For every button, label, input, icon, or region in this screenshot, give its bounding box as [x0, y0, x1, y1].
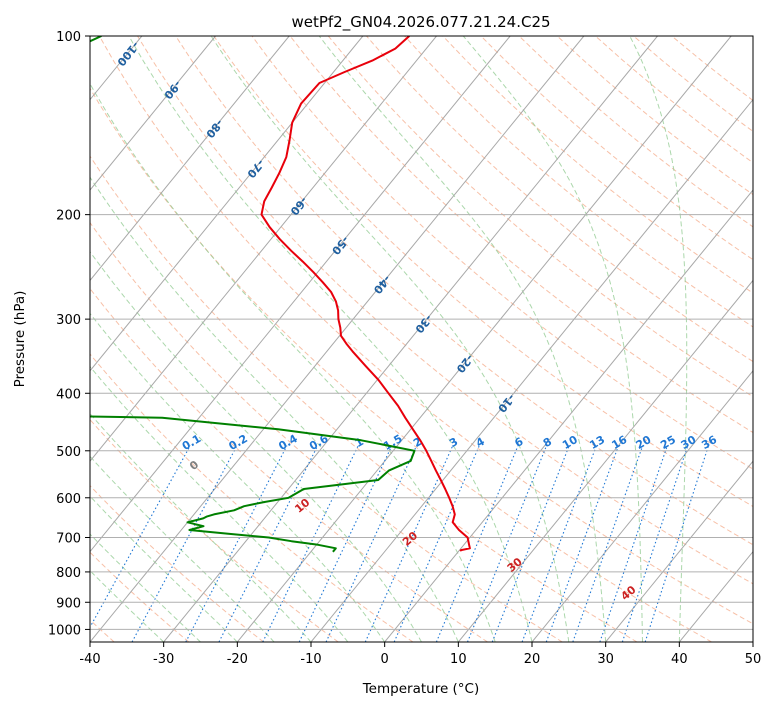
pressure-gridlines: [90, 36, 753, 630]
y-tick-label: 700: [56, 532, 81, 547]
dry-adiabat: [90, 87, 712, 642]
moist-adiabat: [90, 312, 386, 642]
y-axis: 100 200 300 400 500 600 700 800 900 1000: [48, 30, 90, 638]
x-axis-label: Temperature (°C): [362, 681, 480, 697]
mixing-ratio-line: [185, 445, 288, 642]
moist-adiabat: [90, 82, 496, 642]
isotherm: [90, 36, 290, 282]
dry-adiabat: [137, 36, 753, 585]
moist-adiabat: [90, 455, 275, 642]
x-tick-label: 0: [381, 652, 389, 667]
dry-adiabat: [90, 418, 339, 642]
dry-adiabat: [442, 36, 753, 294]
isotherm: [236, 36, 732, 642]
mixing-ratio-line: [491, 445, 570, 642]
y-tick-label: 300: [56, 313, 81, 328]
isotherm: [90, 36, 364, 372]
moist-adiabat: [462, 36, 643, 642]
y-tick-label: 200: [56, 209, 81, 224]
mixing-ratio-line: [599, 445, 668, 642]
isotherm: [163, 36, 658, 642]
isotherm: [90, 36, 216, 191]
y-tick-label: 500: [56, 445, 81, 460]
mixing-ratio-line: [218, 445, 319, 642]
isotherm: [310, 98, 753, 642]
x-axis: -40 -30 -20 -10 0 10 20 30 40 50: [79, 642, 761, 667]
mixing-ratio-line: [621, 445, 689, 642]
mixing-ratio-line: [90, 445, 191, 629]
isotherm: [605, 460, 753, 642]
mixing-ratio-line: [545, 445, 620, 642]
y-tick-label: 600: [56, 492, 81, 507]
moist-adiabat: [318, 36, 607, 642]
temperature-profile: [260, 36, 471, 552]
dry-adiabat: [90, 484, 264, 642]
mixing-ratio-line: [466, 445, 548, 642]
moist-adiabat: [128, 36, 533, 642]
mixing-ratio-line: [325, 445, 418, 642]
y-tick-label: 400: [56, 387, 81, 402]
moist-adiabat: [90, 176, 459, 642]
dry-adiabat: [90, 551, 190, 642]
y-tick-label: 1000: [48, 623, 81, 638]
x-tick-label: -10: [300, 652, 321, 667]
x-tick-label: -30: [153, 652, 174, 667]
mixing-ratio-line: [521, 445, 598, 642]
isotherm: [457, 279, 753, 642]
dry-adiabat: [327, 36, 753, 398]
mixing-ratio-line: [435, 445, 519, 642]
x-tick-label: 20: [524, 652, 541, 667]
y-tick-label: 900: [56, 596, 81, 611]
dry-adiabat: [213, 36, 753, 508]
isotherm: [384, 189, 753, 642]
dry-adiabat: [90, 221, 563, 642]
x-tick-label: 10: [450, 652, 467, 667]
dry-adiabat: [90, 155, 638, 642]
x-tick-label: 40: [671, 652, 688, 667]
moist-adiabat: [629, 36, 688, 642]
chart-title: wetPf2_GN04.2026.077.21.24.C25: [291, 13, 550, 32]
x-tick-label: -20: [227, 652, 248, 667]
dry-adiabat: [90, 287, 488, 642]
y-tick-label: 100: [56, 30, 81, 45]
dewpoint-profile: [90, 36, 416, 553]
isotherm: [531, 370, 753, 642]
mixing-ratio-line: [298, 445, 393, 642]
mixing-ratio-line: [572, 445, 644, 642]
dry-adiabat: [98, 36, 753, 625]
x-tick-label: -40: [79, 652, 100, 667]
x-tick-label: 30: [597, 652, 614, 667]
isotherm: [90, 36, 585, 642]
y-tick-label: 800: [56, 566, 81, 581]
dry-adiabat: [289, 36, 753, 434]
plot-frame: [89, 35, 754, 643]
background-lines: [90, 36, 753, 642]
moist-adiabat: [90, 365, 349, 642]
sounding-profiles: [90, 36, 471, 553]
isotherm: [90, 36, 437, 463]
isotherm: [90, 36, 511, 553]
y-axis-label: Pressure (hPa): [12, 291, 28, 388]
mixing-ratio-line: [131, 445, 238, 642]
x-tick-label: 50: [745, 652, 762, 667]
